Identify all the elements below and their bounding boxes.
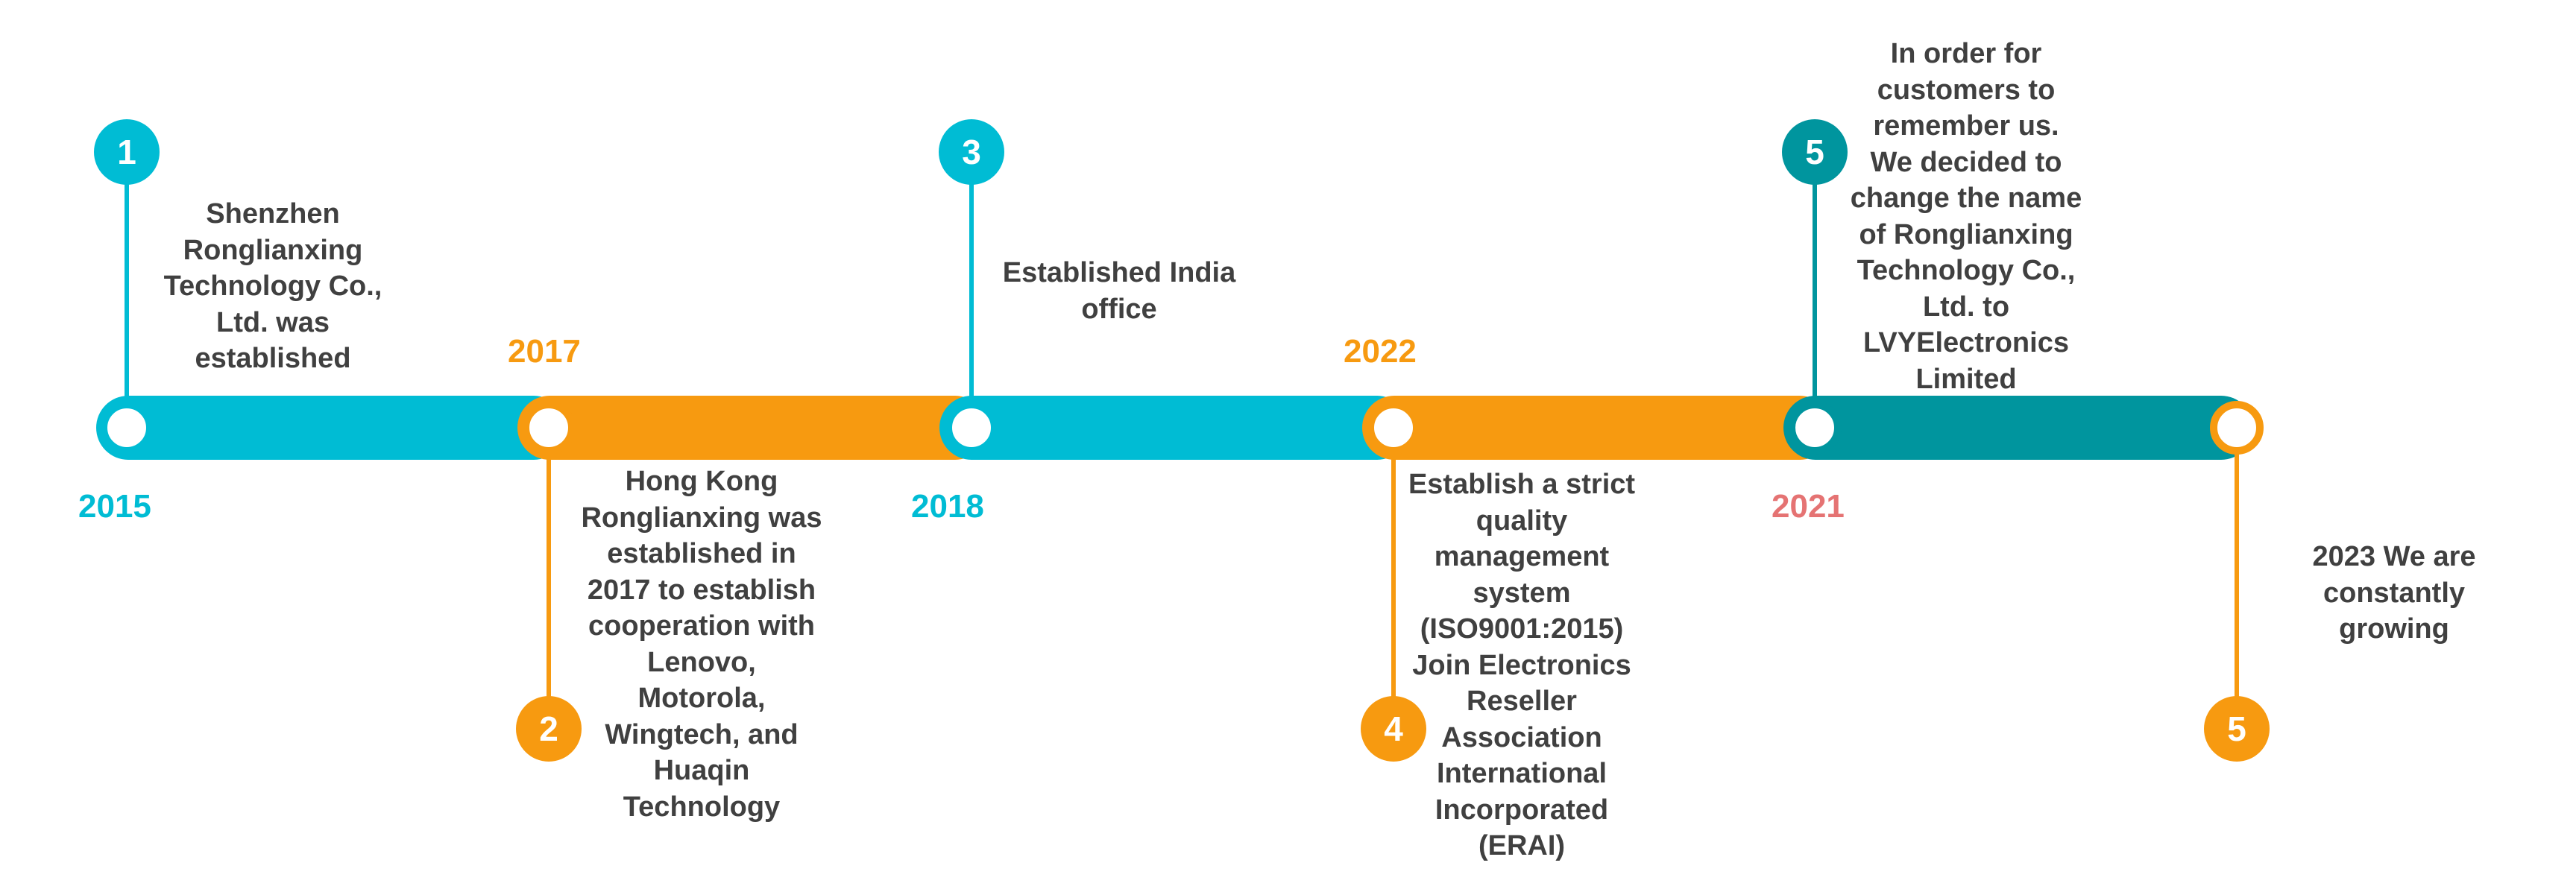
year-label-2022: 2022 [1344, 333, 1417, 370]
year-label-2017: 2017 [508, 333, 581, 370]
step-badge-2: 2 [516, 696, 582, 762]
connector-line-3 [969, 156, 974, 425]
timeline-segment-2017 [517, 396, 987, 460]
timeline-segment-2015 [96, 396, 566, 460]
step-badge-3: 3 [939, 119, 1004, 185]
step-badge-1: 1 [94, 119, 160, 185]
timeline-segment-2018 [939, 396, 1409, 460]
milestone-description-6: 2023 We are constantly growing [2312, 541, 2476, 645]
step-badge-4: 4 [1361, 696, 1426, 762]
connector-line-4 [1391, 440, 1396, 723]
connector-line-6 [2235, 440, 2239, 723]
timeline-node-2017 [522, 401, 576, 455]
timeline-node-2022 [1367, 401, 1420, 455]
timeline-segment-2022 [1362, 396, 1832, 460]
milestone-description-5: In order for customers to remember us. W… [1850, 38, 2082, 395]
timeline-node-2021 [1788, 401, 1842, 455]
connector-line-2 [547, 440, 551, 723]
milestone-description-4: Establish a strict quality management sy… [1408, 469, 1636, 861]
timeline-node-2018 [945, 401, 998, 455]
milestone-description-1: Shenzhen Ronglianxing Technology Co., Lt… [163, 198, 382, 374]
year-label-2018: 2018 [911, 488, 984, 525]
timeline-node-2015 [100, 401, 154, 455]
milestone-description-3: Established India office [1002, 257, 1236, 325]
year-label-2021: 2021 [1772, 488, 1845, 525]
milestone-description-2: Hong Kong Ronglianxing was established i… [581, 466, 822, 823]
step-badge-5: 5 [1782, 119, 1848, 185]
timeline-segment-2021 [1783, 396, 2253, 460]
timeline-node-2023 [2210, 401, 2264, 455]
year-label-2015: 2015 [78, 488, 151, 525]
step-badge-6: 5 [2204, 696, 2270, 762]
connector-line-5 [1813, 156, 1817, 425]
connector-line-1 [125, 156, 129, 425]
